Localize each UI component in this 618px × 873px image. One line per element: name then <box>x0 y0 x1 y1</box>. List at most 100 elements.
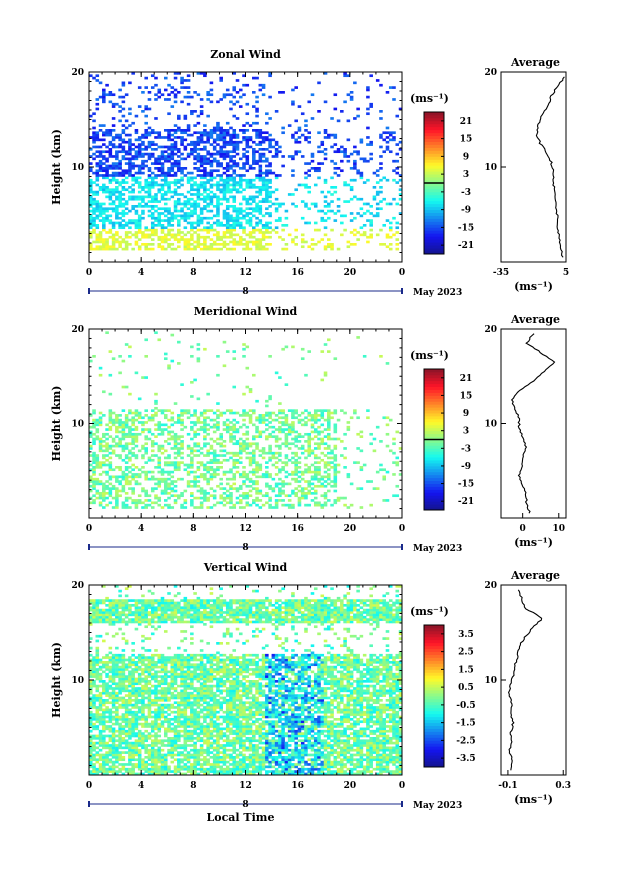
heatmap-cell <box>180 76 184 80</box>
heatmap-cell <box>349 219 354 222</box>
heatmap-cell <box>121 484 126 488</box>
heatmap-cell <box>98 741 103 745</box>
heatmap-cell <box>369 480 373 483</box>
heatmap-cell <box>222 93 227 97</box>
heatmap-cell <box>238 494 243 498</box>
heatmap-cell <box>193 140 197 144</box>
heatmap-cell <box>268 226 272 230</box>
heatmap-cell <box>111 739 116 743</box>
heatmap-cell <box>108 656 113 659</box>
heatmap-cell <box>134 240 139 244</box>
heatmap-cell <box>209 171 214 175</box>
heatmap-cell <box>170 181 175 184</box>
heatmap-cell <box>313 430 318 434</box>
colorbar-segment <box>424 401 444 405</box>
heatmap-cell <box>105 608 109 612</box>
heatmap-cell <box>92 713 96 716</box>
heatmap-cell <box>265 159 269 163</box>
heatmap-cell <box>297 105 302 108</box>
heatmap-cell <box>252 155 256 158</box>
heatmap-cell <box>111 772 116 776</box>
heatmap-cell <box>128 663 132 667</box>
heatmap-cell <box>287 193 292 196</box>
heatmap-cell <box>186 409 191 412</box>
heatmap-cell <box>160 447 165 450</box>
profile-x-tick-label: 10 <box>553 524 566 534</box>
heatmap-cell <box>144 105 148 108</box>
heatmap-cell <box>124 444 129 448</box>
heatmap-cell <box>232 88 237 92</box>
heatmap-cell <box>242 209 246 213</box>
heatmap-cell <box>105 682 109 686</box>
heatmap-cell <box>252 451 256 455</box>
heatmap-cell <box>284 224 289 227</box>
heatmap-cell <box>186 171 191 175</box>
heatmap-cell <box>118 687 122 690</box>
heatmap-cell <box>141 200 145 203</box>
heatmap-cell <box>118 468 122 472</box>
colorbar-segment <box>424 445 444 449</box>
heatmap-cell <box>300 473 305 476</box>
heatmap-cell <box>92 207 96 211</box>
heatmap-cell <box>379 117 383 120</box>
heatmap-cell <box>333 444 338 448</box>
heatmap-cell <box>388 418 393 422</box>
heatmap-cell <box>203 74 207 78</box>
heatmap-cell <box>196 484 201 488</box>
heatmap-cell <box>128 81 132 85</box>
heatmap-cell <box>199 169 204 173</box>
heatmap-cell <box>102 611 106 614</box>
heatmap-cell <box>206 195 210 199</box>
heatmap-cell <box>180 421 184 424</box>
heatmap-cell <box>219 76 223 80</box>
heatmap-cell <box>320 430 325 434</box>
heatmap-cell <box>98 503 103 507</box>
heatmap-cell <box>98 763 103 766</box>
heatmap-cell <box>294 152 298 156</box>
heatmap-cell <box>261 238 266 241</box>
heatmap-cell <box>186 133 191 137</box>
heatmap-cell <box>291 425 295 429</box>
heatmap-cell <box>128 430 132 434</box>
heatmap-cell <box>245 233 250 237</box>
heatmap-cell <box>177 202 181 206</box>
heatmap-cell <box>111 722 116 726</box>
heatmap-cell <box>313 442 318 446</box>
heatmap-cell <box>258 231 263 234</box>
heatmap-cell <box>154 428 158 431</box>
heatmap-cell <box>131 178 135 182</box>
heatmap-cell <box>186 79 191 82</box>
heatmap-cell <box>203 226 207 230</box>
heatmap-cell <box>395 143 400 146</box>
heatmap-cell <box>219 197 223 201</box>
heatmap-cell <box>219 190 223 194</box>
heatmap-cell <box>232 140 237 144</box>
heatmap-cell <box>95 634 100 638</box>
heatmap-cell <box>353 195 357 199</box>
profile-y-tick-label: 10 <box>484 163 497 173</box>
heatmap-cell <box>105 772 109 776</box>
heatmap-cell <box>95 746 100 750</box>
heatmap-cell <box>265 148 269 151</box>
heatmap-cell <box>144 354 148 358</box>
heatmap-cell <box>216 138 220 142</box>
heatmap-cell <box>108 720 113 724</box>
heatmap-cell <box>294 228 298 232</box>
heatmap-cell <box>163 423 168 427</box>
heatmap-cell <box>203 409 207 412</box>
heatmap-cell <box>229 150 233 154</box>
heatmap-cell <box>196 238 201 241</box>
heatmap-cell <box>105 618 109 621</box>
heatmap-cell <box>255 482 259 486</box>
heatmap-cell <box>196 157 201 161</box>
heatmap-cell <box>98 708 103 712</box>
heatmap-cell <box>95 421 100 424</box>
heatmap-cell <box>366 240 370 244</box>
heatmap-cell <box>160 468 165 472</box>
heatmap-cell <box>121 758 126 762</box>
heatmap-cell <box>245 102 250 106</box>
heatmap-cell <box>287 458 292 462</box>
heatmap-cell <box>98 492 103 495</box>
heatmap-cell <box>167 93 171 97</box>
